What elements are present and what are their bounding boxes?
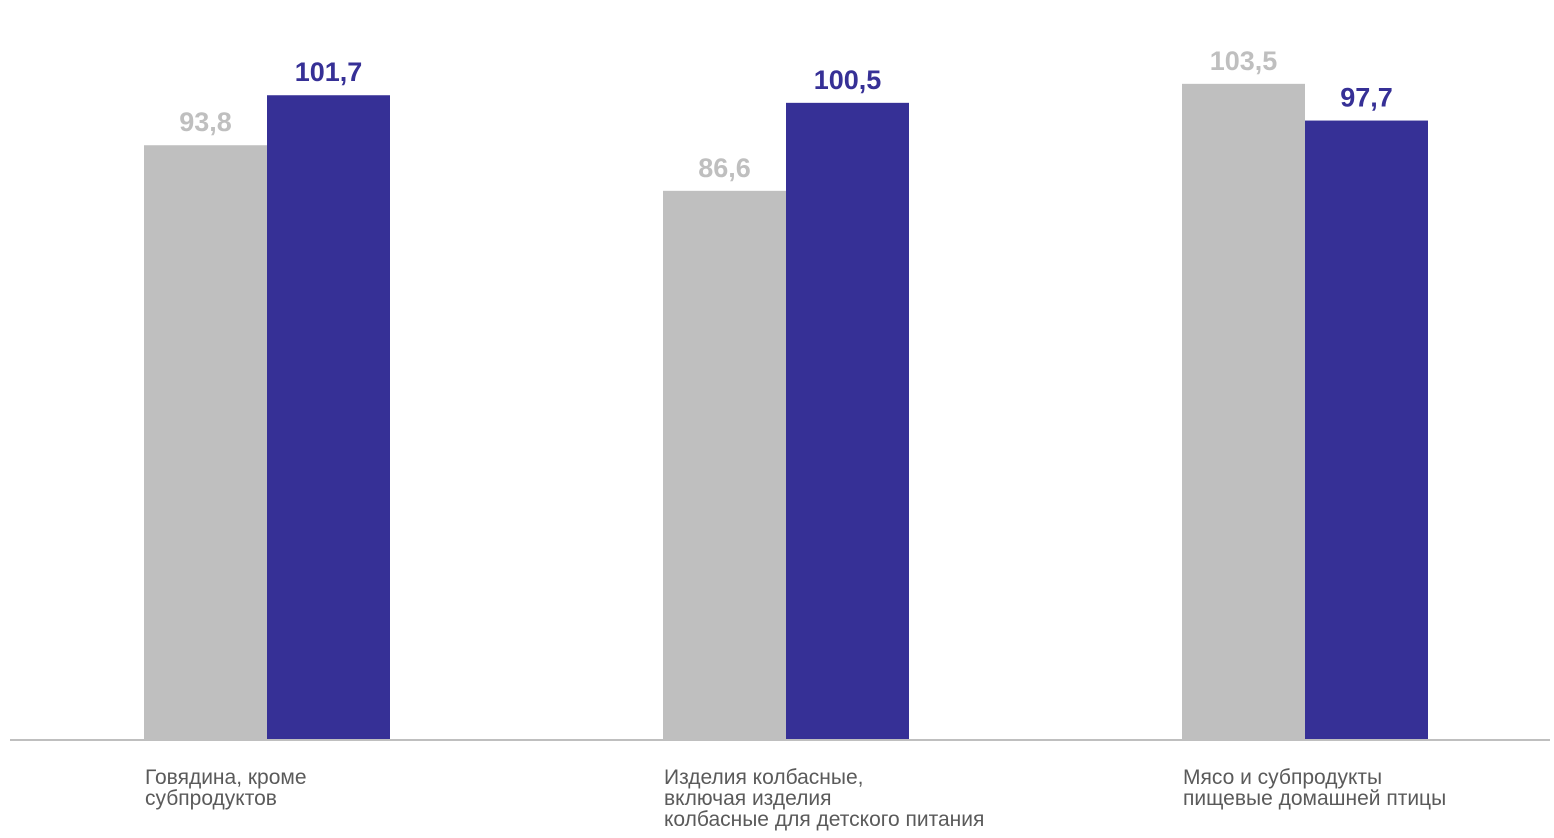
value-label-cat1-series2: 101,7 <box>295 57 363 87</box>
value-label-cat1-series1: 93,8 <box>179 107 232 137</box>
category-label-3: Мясо и субпродукты пищевые домашней птицы <box>1183 766 1446 810</box>
value-labels-group: 93,8 101,7 86,6 100,5 103,5 97,7 <box>179 46 1393 183</box>
bars-group <box>144 83 1428 740</box>
value-label-cat3-series1: 103,5 <box>1210 46 1278 76</box>
bar-cat2-series2 <box>786 102 909 739</box>
category-label-1-line-2: субпродуктов <box>145 787 277 810</box>
category-label-1: Говядина, кроме субпродуктов <box>145 766 307 810</box>
value-label-cat2-series1: 86,6 <box>698 153 751 183</box>
bar-cat2-series1 <box>663 190 786 739</box>
category-label-3-line-2: пищевые домашней птицы <box>1183 787 1446 810</box>
bar-cat3-series1 <box>1182 83 1305 740</box>
category-labels-group: Говядина, кроме субпродуктов Изделия колба… <box>145 766 1446 831</box>
category-label-2-line-1: Изделия колбасные, <box>664 766 864 789</box>
category-label-3-line-1: Мясо и субпродукты <box>1183 766 1382 789</box>
category-label-2: Изделия колбасные, включая изделия колбасн… <box>664 766 984 831</box>
bar-cat3-series2 <box>1305 120 1428 739</box>
category-label-2-line-2: включая изделия <box>664 787 831 810</box>
bar-cat1-series1 <box>144 145 267 740</box>
category-label-1-line-1: Говядина, кроме <box>145 766 307 789</box>
value-label-cat3-series2: 97,7 <box>1340 83 1393 113</box>
bar-cat1-series2 <box>267 95 390 739</box>
value-label-cat2-series2: 100,5 <box>814 65 882 95</box>
category-label-2-line-3: колбасные для детского питания <box>664 808 984 831</box>
